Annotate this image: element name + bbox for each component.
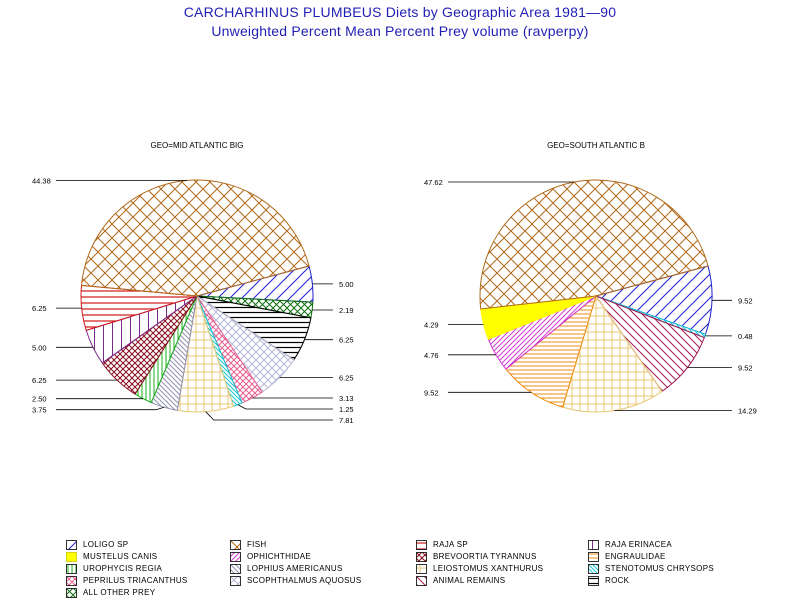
value-label-peprilus-triacanthus: 3.13 — [339, 394, 354, 403]
pie-title: GEO=SOUTH ATLANTIC B — [547, 141, 645, 150]
legend-swatch-rock — [588, 575, 599, 586]
value-label-stenotomus-chrysops: 0.48 — [738, 332, 753, 341]
pie-south-atlantic: GEO=SOUTH ATLANTIC B 9.52 0.48 9.52 14.29 47.… — [424, 141, 757, 416]
value-label-scophthalmus-aquosus: 6.25 — [339, 373, 354, 382]
chart-title: CARCHARHINUS PLUMBEUS Diets by Geographi… — [183, 4, 617, 20]
legend-swatch-raja-erinacea — [588, 539, 599, 550]
legend-item-lophius-americanus: LOPHIUS AMERICANUS — [230, 563, 343, 574]
legend-label: ROCK — [605, 576, 630, 585]
legend-swatch-all-other-prey — [66, 587, 77, 598]
legend-item-urophycis-regia: UROPHYCIS REGIA — [66, 563, 162, 574]
legend-item-mustelus-canis: MUSTELUS CANIS — [66, 551, 157, 562]
legend-swatch-peprilus-triacanthus — [66, 575, 77, 586]
legend-swatch-scophthalmus-aquosus — [230, 575, 241, 586]
legend-label: PEPRILUS TRIACANTHUS — [83, 576, 188, 585]
legend-label: ENGRAULIDAE — [605, 552, 666, 561]
legend-label: ALL OTHER PREY — [83, 588, 156, 597]
value-label-raja-sp: 6.25 — [32, 304, 47, 313]
pie-title: GEO=MID ATLANTIC BIG — [151, 141, 244, 150]
legend-item-fish: FISH — [230, 539, 266, 550]
legend-label: LOLIGO SP — [83, 540, 129, 549]
value-label-ophichthidae: 4.76 — [424, 351, 439, 360]
legend-item-raja-erinacea: RAJA ERINACEA — [588, 539, 672, 550]
legend-label: ANIMAL REMAINS — [433, 576, 506, 585]
legend-label: STENOTOMUS CHRYSOPS — [605, 564, 714, 573]
value-label-leiostomus-xanthurus: 14.29 — [738, 407, 757, 416]
legend-label: LOPHIUS AMERICANUS — [247, 564, 343, 573]
legend-label: SCOPHTHALMUS AQUOSUS — [247, 576, 362, 585]
leader-line — [205, 411, 333, 421]
legend-swatch-mustelus-canis — [66, 551, 77, 562]
leader-line — [56, 406, 165, 411]
pie-mid-atlantic: GEO=MID ATLANTIC BIG 5.00 2.19 6.25 6.25 3.13… — [32, 141, 354, 425]
legend-label: FISH — [247, 540, 267, 549]
pie-charts-canvas: GEO=MID ATLANTIC BIG 5.00 2.19 6.25 6.25 3.13… — [32, 141, 757, 425]
legend-item-brevoortia-tyrannus: BREVOORTIA TYRANNUS — [416, 551, 537, 562]
slice-fish — [80, 179, 310, 297]
slice-fish — [479, 179, 709, 310]
legend-swatch-stenotomus-chrysops — [588, 563, 599, 574]
legend-label: OPHICHTHIDAE — [247, 552, 312, 561]
value-label-loligo-sp: 9.52 — [738, 296, 753, 305]
legend-swatch-fish — [230, 539, 241, 550]
value-label-rock: 6.25 — [339, 336, 354, 345]
legend-swatch-engraulidae — [588, 551, 599, 562]
legend-swatch-ophichthidae — [230, 551, 241, 562]
legend-item-rock: ROCK — [588, 575, 629, 586]
legend-item-ophichthidae: OPHICHTHIDAE — [230, 551, 311, 562]
legend-swatch-lophius-americanus — [230, 563, 241, 574]
value-label-brevoortia-tyrannus: 6.25 — [32, 376, 47, 385]
value-label-lophius-americanus: 3.75 — [32, 406, 47, 415]
legend-label: RAJA SP — [433, 540, 469, 549]
legend-swatch-brevoortia-tyrannus — [416, 551, 427, 562]
legend-item-peprilus-triacanthus: PEPRILUS TRIACANTHUS — [66, 575, 188, 586]
legend-label: RAJA ERINACEA — [605, 540, 673, 549]
legend-swatch-urophycis-regia — [66, 563, 77, 574]
legend-item-all-other-prey: ALL OTHER PREY — [66, 587, 155, 598]
chart-subtitle: Unweighted Percent Mean Percent Prey vol… — [211, 23, 589, 39]
legend-swatch-animal-remains — [416, 575, 427, 586]
legend-item-scophthalmus-aquosus: SCOPHTHALMUS AQUOSUS — [230, 575, 361, 586]
value-label-engraulidae: 9.52 — [424, 388, 439, 397]
legend-item-loligo-sp: LOLIGO SP — [66, 539, 128, 550]
legend-label: LEIOSTOMUS XANTHURUS — [433, 564, 544, 573]
value-label-mustelus-canis: 4.29 — [424, 320, 439, 329]
legend-label: MUSTELUS CANIS — [83, 552, 158, 561]
legend-swatch-raja-sp — [416, 539, 427, 550]
value-label-leiostomus-xanthurus: 7.81 — [339, 416, 354, 425]
value-label-all-other-prey: 2.19 — [339, 306, 354, 315]
legend-item-raja-sp: RAJA SP — [416, 539, 468, 550]
value-label-fish: 47.62 — [424, 178, 443, 187]
legend-swatch-loligo-sp — [66, 539, 77, 550]
legend-item-leiostomus-xanthurus: LEIOSTOMUS XANTHURUS — [416, 563, 543, 574]
value-label-raja-erinacea: 5.00 — [32, 343, 47, 352]
value-label-loligo-sp: 5.00 — [339, 280, 354, 289]
legend-item-engraulidae: ENGRAULIDAE — [588, 551, 666, 562]
value-label-urophycis-regia: 2.50 — [32, 395, 47, 404]
legend-item-stenotomus-chrysops: STENOTOMUS CHRYSOPS — [588, 563, 714, 574]
legend-label: UROPHYCIS REGIA — [83, 564, 163, 573]
value-label-stenotomus-chrysops: 1.25 — [339, 405, 354, 414]
legend-swatch-leiostomus-xanthurus — [416, 563, 427, 574]
leader-line — [237, 404, 333, 410]
legend-item-animal-remains: ANIMAL REMAINS — [416, 575, 505, 586]
value-label-fish: 44.38 — [32, 176, 51, 185]
legend-label: BREVOORTIA TYRANNUS — [433, 552, 537, 561]
value-label-animal-remains: 9.52 — [738, 364, 753, 373]
